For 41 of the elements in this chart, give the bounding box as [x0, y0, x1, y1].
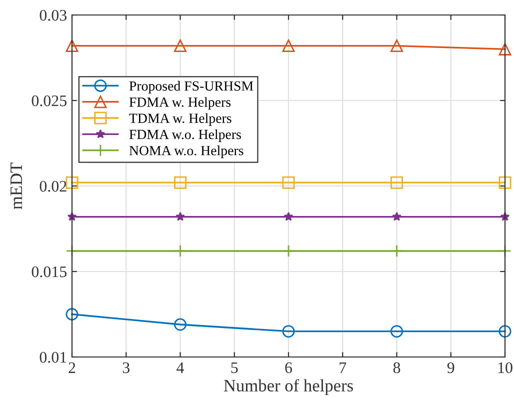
- legend-label: FDMA w.o. Helpers: [129, 129, 241, 142]
- point: [392, 212, 402, 221]
- point: [282, 244, 295, 258]
- x-tick-label: 7: [340, 362, 346, 373]
- y-axis-title: mEDT: [10, 162, 22, 210]
- point: [390, 325, 403, 338]
- point: [66, 308, 78, 320]
- legend-label: FDMA w. Helpers: [129, 97, 231, 110]
- x-axis-title: Number of helpers: [224, 379, 353, 396]
- x-tick-label: 2: [68, 362, 76, 373]
- x-tick-label: 5: [231, 362, 238, 374]
- x-tick-label: 10: [498, 362, 512, 374]
- point: [282, 325, 295, 338]
- point: [282, 176, 295, 189]
- y-tick-label: 0.01: [40, 352, 66, 363]
- point: [498, 176, 512, 189]
- y-tick-label: 0.03: [40, 10, 67, 21]
- point: [390, 40, 403, 52]
- point: [174, 318, 186, 331]
- x-tick-label: 6: [285, 362, 292, 374]
- legend-label: Proposed FS-URHSM: [129, 80, 254, 94]
- point: [174, 176, 186, 189]
- y-tick-label: 0.015: [32, 266, 67, 278]
- point: [284, 212, 294, 221]
- x-tick-label: 3: [122, 362, 130, 374]
- y-tick-label: 0.025: [32, 95, 67, 106]
- point: [498, 325, 512, 338]
- point: [282, 40, 295, 52]
- legend-label: TDMA w. Helpers: [129, 113, 232, 126]
- x-tick-label: 9: [447, 362, 454, 374]
- point: [176, 212, 185, 221]
- point: [390, 244, 403, 258]
- point: [498, 42, 512, 56]
- point: [174, 40, 186, 52]
- x-tick-label: 4: [176, 362, 184, 373]
- x-tick-label: 8: [393, 362, 400, 374]
- point: [390, 176, 403, 189]
- point: [66, 40, 78, 52]
- point: [66, 176, 78, 189]
- point: [174, 244, 186, 258]
- legend-label: NOMA w.o. Helpers: [129, 146, 244, 158]
